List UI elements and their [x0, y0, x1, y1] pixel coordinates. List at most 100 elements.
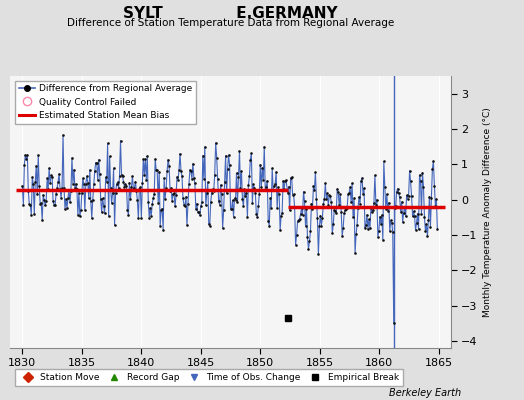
Point [248, 200, 257, 206]
Point [55, 170, 63, 177]
Point [416, 172, 424, 178]
Point [161, 196, 169, 202]
Point [108, 190, 117, 196]
Point [201, 144, 209, 150]
Point [22, 156, 30, 162]
Point [121, 181, 129, 187]
Point [426, 224, 434, 230]
Point [132, 188, 140, 194]
Point [274, 184, 282, 190]
Point [112, 181, 121, 188]
Point [338, 232, 346, 239]
Point [358, 175, 366, 181]
Point [306, 228, 314, 234]
Point [288, 174, 296, 180]
Point [46, 180, 54, 186]
Point [179, 195, 187, 202]
Point [53, 184, 61, 191]
Point [344, 191, 352, 197]
Point [233, 199, 242, 206]
Point [377, 220, 385, 227]
Point [310, 186, 319, 193]
Point [169, 191, 177, 197]
Point [157, 206, 166, 213]
Point [81, 207, 89, 213]
Point [389, 320, 398, 326]
Point [303, 234, 312, 240]
Point [407, 193, 416, 200]
Point [328, 230, 336, 236]
Point [136, 184, 145, 190]
Point [71, 185, 79, 191]
Point [152, 167, 160, 174]
Point [166, 188, 174, 194]
Point [349, 214, 357, 220]
Point [230, 213, 238, 220]
Point [44, 186, 52, 192]
Point [221, 179, 229, 186]
Point [356, 201, 364, 207]
Point [333, 186, 342, 192]
Point [25, 201, 34, 208]
Point [158, 205, 166, 212]
Point [429, 158, 438, 164]
Point [262, 184, 270, 190]
Point [261, 187, 269, 194]
Point [203, 179, 212, 185]
Point [156, 223, 165, 229]
Point [246, 156, 255, 163]
Point [215, 202, 224, 208]
Point [228, 197, 237, 204]
Point [390, 205, 399, 211]
Point [400, 204, 409, 210]
Point [279, 178, 287, 184]
Point [373, 196, 381, 203]
Point [171, 203, 179, 210]
Point [30, 211, 38, 217]
Point [91, 168, 99, 174]
Point [385, 200, 393, 206]
Point [65, 187, 73, 193]
Point [122, 183, 130, 189]
Point [149, 195, 157, 201]
Point [243, 214, 252, 220]
Point [74, 212, 82, 218]
Point [77, 207, 85, 213]
Point [347, 199, 355, 206]
Point [387, 217, 395, 224]
Point [241, 193, 249, 200]
Point [125, 179, 134, 186]
Point [54, 179, 62, 185]
Point [73, 186, 81, 192]
Text: SYLT              E.GERMANY: SYLT E.GERMANY [123, 6, 338, 21]
Point [280, 186, 288, 192]
Point [340, 209, 348, 216]
Point [93, 160, 101, 166]
Point [322, 196, 331, 202]
Point [323, 190, 332, 196]
Point [302, 206, 311, 212]
Point [402, 192, 411, 198]
Point [137, 215, 146, 221]
Point [343, 204, 351, 211]
Point [318, 214, 326, 221]
Point [227, 206, 236, 212]
Point [185, 167, 194, 173]
Point [89, 196, 97, 203]
Point [154, 200, 162, 206]
Point [151, 156, 159, 162]
Point [252, 210, 260, 217]
Point [292, 232, 301, 238]
Point [164, 156, 172, 163]
Point [369, 206, 377, 213]
Point [297, 211, 305, 218]
Point [176, 150, 184, 157]
Point [75, 213, 84, 219]
Point [312, 196, 321, 202]
Point [42, 197, 50, 204]
Point [72, 181, 80, 187]
Point [330, 207, 339, 213]
Point [138, 180, 147, 187]
Point [83, 173, 91, 180]
Point [184, 201, 192, 207]
